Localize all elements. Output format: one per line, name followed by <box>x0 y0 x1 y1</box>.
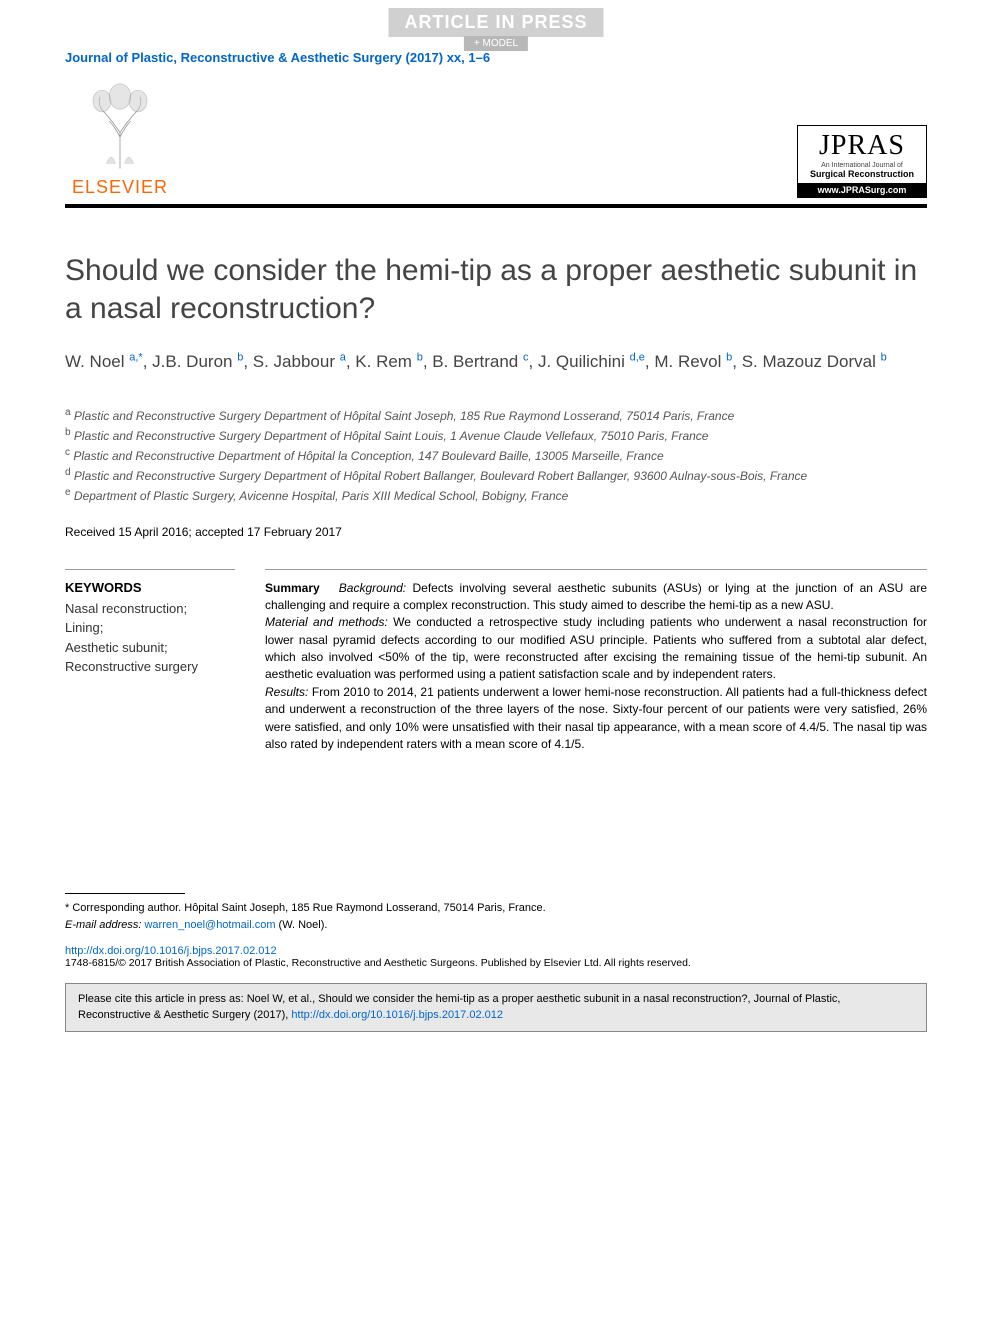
journal-reference: Journal of Plastic, Reconstructive & Aes… <box>65 50 927 65</box>
article-dates: Received 15 April 2016; accepted 17 Febr… <box>65 525 927 539</box>
in-press-watermark: ARTICLE IN PRESS <box>388 8 603 37</box>
keywords-column: KEYWORDS Nasal reconstruction;Lining;Aes… <box>65 569 235 754</box>
article-page: ARTICLE IN PRESS + MODEL Journal of Plas… <box>0 0 992 1072</box>
citation-box: Please cite this article in press as: No… <box>65 983 927 1032</box>
journal-badge[interactable]: JPRAS An International Journal of Surgic… <box>797 125 927 198</box>
keywords-heading: KEYWORDS <box>65 580 235 595</box>
summary-column: Summary Background: Defects involving se… <box>265 569 927 754</box>
publisher-logo[interactable]: ELSEVIER <box>65 83 175 198</box>
header-rule <box>65 204 927 208</box>
article-title: Should we consider the hemi-tip as a pro… <box>65 252 927 327</box>
doi-link[interactable]: http://dx.doi.org/10.1016/j.bjps.2017.02… <box>65 945 927 957</box>
affiliations: a Plastic and Reconstructive Surgery Dep… <box>65 405 927 505</box>
elsevier-tree-icon <box>75 83 165 173</box>
author-list: W. Noel a,*, J.B. Duron b, S. Jabbour a,… <box>65 349 927 375</box>
abstract-section: KEYWORDS Nasal reconstruction;Lining;Aes… <box>65 569 927 754</box>
copyright-line: 1748-6815/© 2017 British Association of … <box>65 957 927 969</box>
model-tag: + MODEL <box>464 36 528 51</box>
journal-subtitle-1: An International Journal of <box>804 162 920 169</box>
corresponding-author: * Corresponding author. Hôpital Saint Jo… <box>65 900 927 933</box>
publisher-name: ELSEVIER <box>72 177 168 198</box>
journal-acronym: JPRAS <box>804 132 920 160</box>
journal-subtitle-2: Surgical Reconstruction <box>804 169 920 179</box>
journal-url[interactable]: www.JPRASurg.com <box>798 183 926 197</box>
footnote-rule <box>65 893 185 894</box>
doi-anchor[interactable]: http://dx.doi.org/10.1016/j.bjps.2017.02… <box>65 945 277 957</box>
keywords-list: Nasal reconstruction;Lining;Aesthetic su… <box>65 599 235 677</box>
header-row: ELSEVIER JPRAS An International Journal … <box>65 83 927 198</box>
